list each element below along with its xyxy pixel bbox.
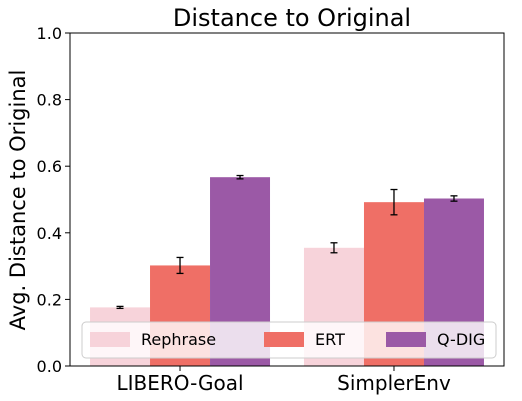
error-bar-rephrase-2 <box>330 242 338 254</box>
legend-item-ert: ERT <box>264 330 345 349</box>
x-tick-label: LIBERO-Goal <box>116 371 243 395</box>
error-bar-rephrase-1 <box>116 305 124 310</box>
legend-item-rephrase: Rephrase <box>90 330 216 349</box>
y-tick-label: 0.8 <box>37 91 62 110</box>
y-tick-label: 0.0 <box>37 357 62 376</box>
y-axis-label: Avg. Distance to Original <box>6 70 30 331</box>
x-tick-label: SimplerEnv <box>337 371 451 395</box>
legend-swatch <box>90 332 130 347</box>
y-tick-label: 0.4 <box>37 224 62 243</box>
error-bar-ert-1 <box>176 256 184 275</box>
y-tick-label: 0.2 <box>37 290 62 309</box>
y-tick-label: 1.0 <box>37 24 62 43</box>
legend-swatch <box>386 332 426 347</box>
axes-frame <box>69 32 505 367</box>
chart-title: Distance to Original <box>173 4 411 32</box>
legend-swatch <box>264 332 304 347</box>
legend-item-q-dig: Q-DIG <box>386 330 485 349</box>
error-bar-q-dig-2 <box>450 195 458 202</box>
legend-label: ERT <box>315 330 345 349</box>
legend: Rephrase ERT Q-DIG <box>81 321 497 359</box>
error-bar-ert-2 <box>390 188 398 216</box>
error-bar-q-dig-1 <box>236 174 244 180</box>
y-tick-label: 0.6 <box>37 157 62 176</box>
legend-label: Rephrase <box>141 330 216 349</box>
legend-label: Q-DIG <box>437 330 485 349</box>
